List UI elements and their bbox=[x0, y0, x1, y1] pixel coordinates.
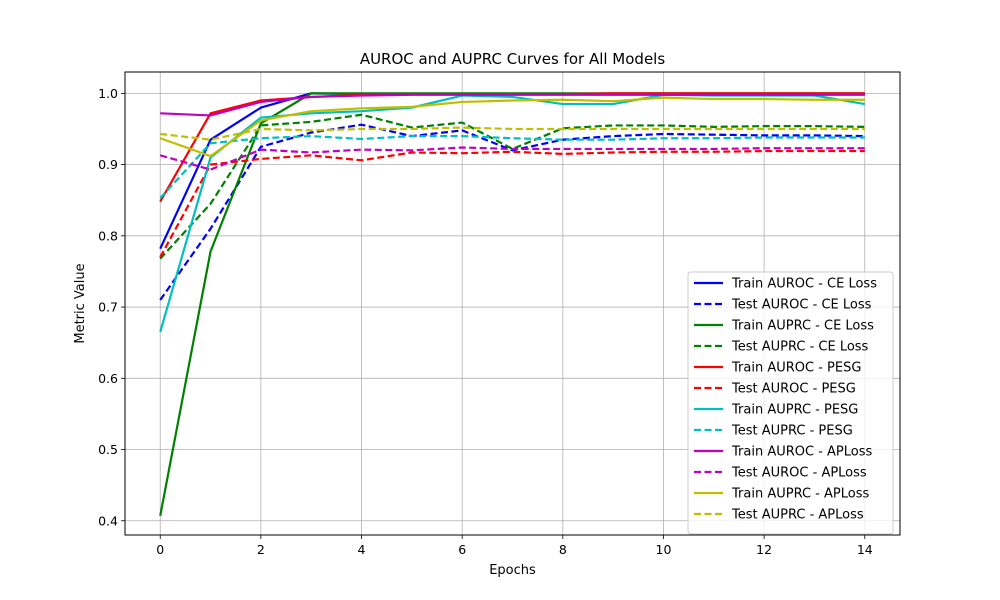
legend-label: Train AUROC - APLoss bbox=[731, 445, 873, 460]
legend-label: Train AUROC - CE Loss bbox=[731, 277, 877, 292]
x-tick-label: 0 bbox=[156, 542, 164, 557]
x-axis-label: Epochs bbox=[489, 563, 536, 578]
x-tick-label: 6 bbox=[458, 542, 466, 557]
series-line bbox=[159, 149, 865, 258]
legend-label: Test AUPRC - APLoss bbox=[731, 508, 864, 523]
series-line bbox=[159, 96, 865, 158]
legend-label: Train AUPRC - CE Loss bbox=[731, 319, 874, 334]
series-line bbox=[160, 126, 865, 141]
series-line bbox=[159, 113, 865, 260]
x-tick-label: 10 bbox=[656, 542, 672, 557]
x-tick-label: 4 bbox=[358, 542, 366, 557]
y-tick-label: 0.9 bbox=[98, 157, 118, 172]
y-tick-label: 0.6 bbox=[98, 371, 118, 386]
legend-label: Train AUROC - PESG bbox=[731, 361, 861, 376]
y-axis-label: Metric Value bbox=[73, 263, 88, 343]
series-lines bbox=[159, 92, 865, 516]
y-tick-label: 0.7 bbox=[98, 300, 118, 315]
axis-ticks: 0 2 4 6 8 10 12 14 0.4 0.5 0.6 0.7 0.8 0.9 1.0 bbox=[98, 86, 873, 557]
y-tick-label: 0.5 bbox=[98, 442, 118, 457]
legend-label: Test AUPRC - CE Loss bbox=[731, 340, 869, 355]
legend-label: Test AUROC - APLoss bbox=[731, 466, 867, 481]
x-tick-label: 2 bbox=[257, 542, 265, 557]
series-line bbox=[159, 146, 865, 171]
series-line bbox=[159, 135, 865, 199]
chart-title: AUROC and AUPRC Curves for All Models bbox=[360, 50, 666, 68]
legend-label: Test AUROC - CE Loss bbox=[731, 298, 872, 313]
x-tick-label: 8 bbox=[559, 542, 567, 557]
legend-label: Test AUPRC - PESG bbox=[731, 424, 853, 439]
legend-label: Train AUPRC - PESG bbox=[731, 403, 858, 418]
y-tick-label: 0.8 bbox=[98, 228, 118, 243]
legend-box bbox=[687, 271, 894, 535]
legend: Train AUROC - CE Loss Test AUROC - CE Los… bbox=[687, 271, 894, 535]
x-tick-label: 14 bbox=[857, 542, 873, 557]
x-tick-label: 12 bbox=[756, 542, 772, 557]
series-line bbox=[159, 123, 865, 301]
series-line bbox=[160, 93, 865, 117]
legend-label: Train AUPRC - APLoss bbox=[731, 487, 869, 502]
plot-area-frame bbox=[124, 71, 901, 536]
legend-label: Test AUROC - PESG bbox=[731, 382, 856, 397]
y-tick-label: 0.4 bbox=[98, 513, 118, 528]
y-tick-label: 1.0 bbox=[98, 86, 118, 101]
